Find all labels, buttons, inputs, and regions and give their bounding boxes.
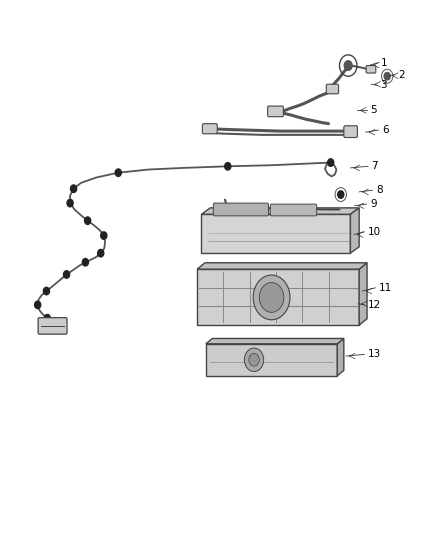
Circle shape — [328, 159, 334, 166]
Circle shape — [101, 232, 107, 239]
Circle shape — [244, 348, 264, 372]
Circle shape — [344, 61, 352, 70]
FancyBboxPatch shape — [213, 203, 268, 216]
Circle shape — [67, 199, 73, 207]
FancyBboxPatch shape — [268, 106, 283, 117]
Polygon shape — [337, 338, 344, 376]
Circle shape — [44, 314, 50, 322]
Text: 11: 11 — [379, 283, 392, 293]
Text: 1: 1 — [381, 58, 388, 68]
Text: 8: 8 — [376, 185, 382, 195]
Polygon shape — [197, 269, 359, 325]
Circle shape — [259, 282, 284, 312]
FancyBboxPatch shape — [326, 84, 339, 94]
Text: 6: 6 — [382, 125, 389, 135]
Circle shape — [115, 169, 121, 176]
Text: 12: 12 — [368, 300, 381, 310]
Circle shape — [338, 191, 344, 198]
Circle shape — [225, 163, 231, 170]
FancyBboxPatch shape — [38, 318, 67, 334]
Polygon shape — [206, 338, 344, 344]
Circle shape — [98, 249, 104, 257]
Text: 7: 7 — [371, 161, 378, 171]
Polygon shape — [350, 208, 359, 253]
FancyBboxPatch shape — [366, 66, 376, 73]
Polygon shape — [206, 344, 337, 376]
FancyBboxPatch shape — [344, 126, 357, 138]
Circle shape — [384, 72, 390, 80]
Polygon shape — [201, 214, 350, 253]
Polygon shape — [197, 263, 367, 269]
Text: 10: 10 — [368, 227, 381, 237]
Circle shape — [64, 271, 70, 278]
Circle shape — [82, 259, 88, 266]
Circle shape — [249, 353, 259, 366]
Text: 13: 13 — [368, 350, 381, 359]
Text: 5: 5 — [370, 106, 377, 115]
Text: 3: 3 — [380, 80, 387, 90]
Circle shape — [35, 301, 41, 309]
Text: 2: 2 — [399, 70, 405, 79]
Polygon shape — [201, 208, 359, 214]
Text: 9: 9 — [370, 199, 377, 209]
Circle shape — [71, 185, 77, 192]
FancyBboxPatch shape — [270, 204, 317, 216]
Circle shape — [43, 287, 49, 295]
Circle shape — [253, 275, 290, 320]
Polygon shape — [359, 263, 367, 325]
FancyBboxPatch shape — [202, 124, 217, 134]
Circle shape — [85, 217, 91, 224]
